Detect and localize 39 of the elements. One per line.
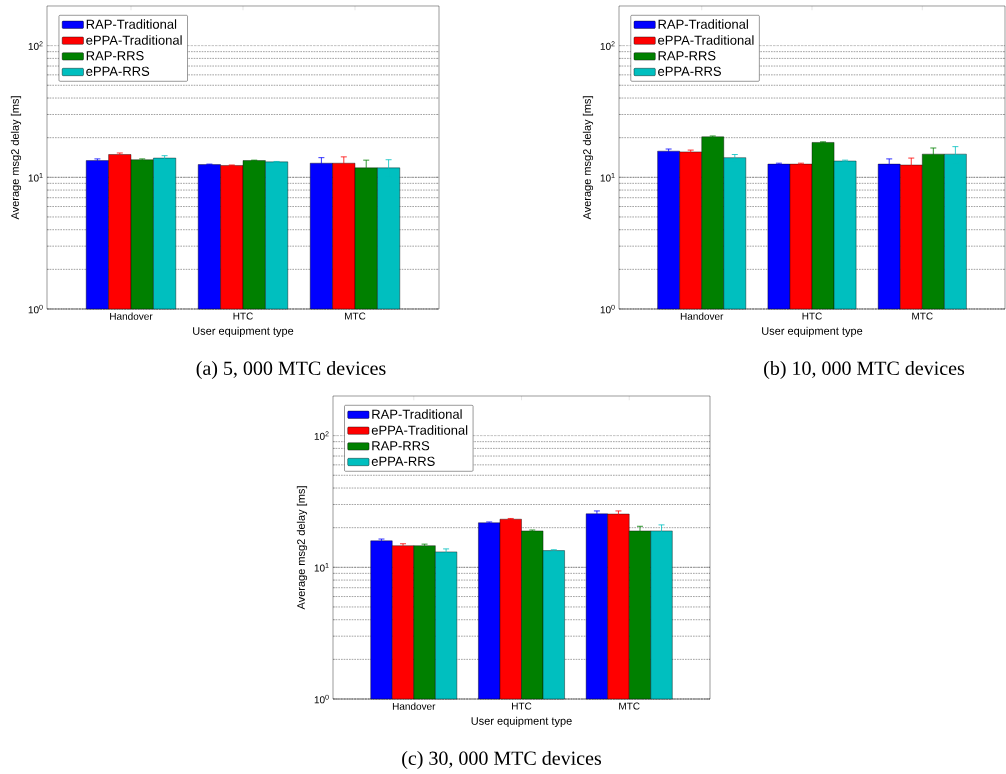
x-tick-label: Handover — [680, 312, 724, 320]
x-tick-label: HTC — [802, 312, 822, 320]
y-tick-label: 10$^{2}$ — [314, 431, 329, 440]
x-tick-label: Handover — [110, 312, 153, 320]
legend-label: ePPA-RRS — [86, 66, 150, 76]
x-axis-title: User equipment type — [193, 326, 294, 337]
y-tick-label: 10$^{0}$ — [600, 304, 615, 314]
x-tick-label: HTC — [512, 702, 532, 710]
legend-label: RAP-Traditional — [372, 409, 462, 419]
legend-label: ePPA-Traditional — [371, 425, 468, 435]
y-tick-label: 10$^{1}$ — [600, 173, 615, 182]
x-tick-label: Handover — [392, 702, 436, 710]
y-tick-label: 10$^{0}$ — [314, 694, 329, 704]
y-axis-title: Average msg2 delay [ms] — [10, 96, 22, 220]
y-tick-label: 10$^{1}$ — [28, 173, 43, 182]
x-tick-label: MTC — [344, 312, 366, 320]
y-tick-label: 10$^{2}$ — [28, 41, 43, 50]
legend-label: RAP-Traditional — [658, 19, 748, 29]
y-tick-label: 10$^{0}$ — [28, 304, 43, 314]
y-tick-label: 10$^{2}$ — [600, 41, 615, 50]
text: (c) 30, 000 MTC devices — [402, 750, 602, 770]
legend-label: RAP-RRS — [658, 51, 716, 61]
legend-label: ePPA-RRS — [371, 456, 435, 466]
y-axis-title: Average msg2 delay [ms] — [296, 486, 308, 610]
legend-label: ePPA-Traditional — [86, 35, 182, 45]
legend-label: RAP-RRS — [86, 51, 144, 61]
text: (a) 5, 000 MTC devices — [196, 360, 386, 380]
x-tick-label: HTC — [233, 312, 253, 320]
legend-label: RAP-RRS — [372, 441, 430, 451]
x-tick-label: MTC — [619, 702, 640, 710]
x-axis-title: User equipment type — [471, 716, 572, 727]
y-tick-label: 10$^{1}$ — [314, 563, 329, 572]
legend-label: ePPA-Traditional — [658, 35, 754, 45]
legend-label: RAP-Traditional — [86, 19, 177, 29]
x-axis-title: User equipment type — [762, 326, 863, 337]
x-tick-label: MTC — [912, 312, 933, 320]
y-axis-title: Average msg2 delay [ms] — [582, 96, 594, 220]
legend-label: ePPA-RRS — [658, 66, 721, 76]
text: (b) 10, 000 MTC devices — [764, 360, 965, 380]
